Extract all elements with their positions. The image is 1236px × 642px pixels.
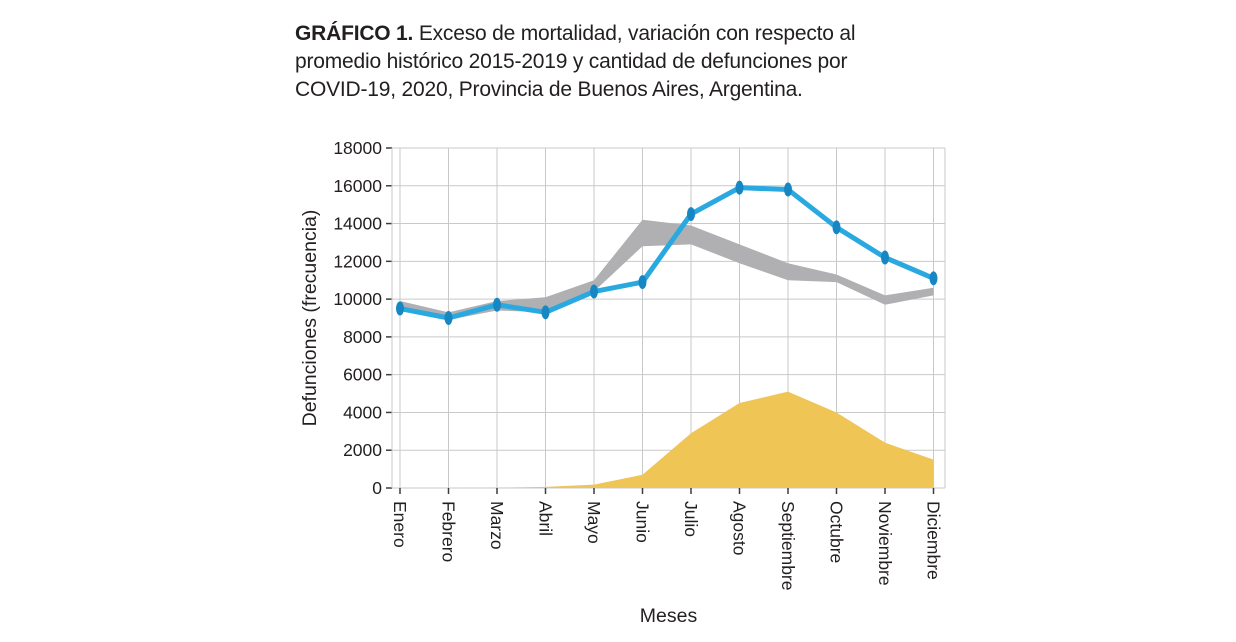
month-label: Mayo [584,501,604,544]
y-tick-label: 4000 [343,402,382,422]
month-label: Enero [390,501,410,548]
y-tick-label: 12000 [333,251,382,271]
y-tick-label: 18000 [333,138,382,158]
month-label: Diciembre [924,501,944,580]
chart-svg: 0 2000 4000 6000 8000 10000 12000 14000 16000 180… [299,138,946,627]
historic-band [400,219,934,320]
month-label: Noviembre [875,501,895,586]
figure-title-line-2: promedio histórico 2015-2019 y cantidad … [295,50,848,73]
figure-title: GRÁFICO 1. Exceso de mortalidad, variaci… [295,20,905,104]
data-marker [396,301,404,316]
month-label: Agosto [730,501,750,555]
y-tick-label: 16000 [333,176,382,196]
month-label: Marzo [487,501,507,550]
y-tick-label: 14000 [333,214,382,234]
y-tick-label: 2000 [343,440,382,460]
month-label: Octubre [827,501,847,563]
figure-label: GRÁFICO 1. [295,22,414,45]
chart-area: 0 2000 4000 6000 8000 10000 12000 14000 16000 180… [290,135,970,642]
month-label: Abril [536,501,556,536]
data-marker [444,311,453,325]
data-marker [881,250,889,265]
data-marker [784,182,792,197]
y-tick-label: 0 [372,478,382,498]
data-marker [638,275,647,290]
data-marker [541,305,550,320]
figure-title-line-1: GRÁFICO 1. Exceso de mortalidad, variaci… [295,22,856,45]
data-marker [929,271,938,286]
y-axis-title: Defunciones (frecuencia) [299,210,321,427]
data-marker [832,220,841,235]
data-marker [493,297,501,312]
data-marker [687,207,695,222]
y-tick-label: 6000 [343,365,382,385]
y-tick-label: 8000 [343,327,382,347]
month-label: Septiembre [778,501,798,591]
data-marker [590,284,598,299]
covid-area [400,391,934,488]
x-axis-title: Meses [640,605,698,627]
month-label: Febrero [439,501,459,562]
month-label: Julio [681,501,701,537]
month-label: Junio [633,501,653,543]
data-marker [735,180,744,195]
figure-title-line-3: COVID-19, 2020, Provincia de Buenos Aire… [295,78,803,101]
mortality-line [397,185,936,321]
y-tick-label: 10000 [333,289,382,309]
